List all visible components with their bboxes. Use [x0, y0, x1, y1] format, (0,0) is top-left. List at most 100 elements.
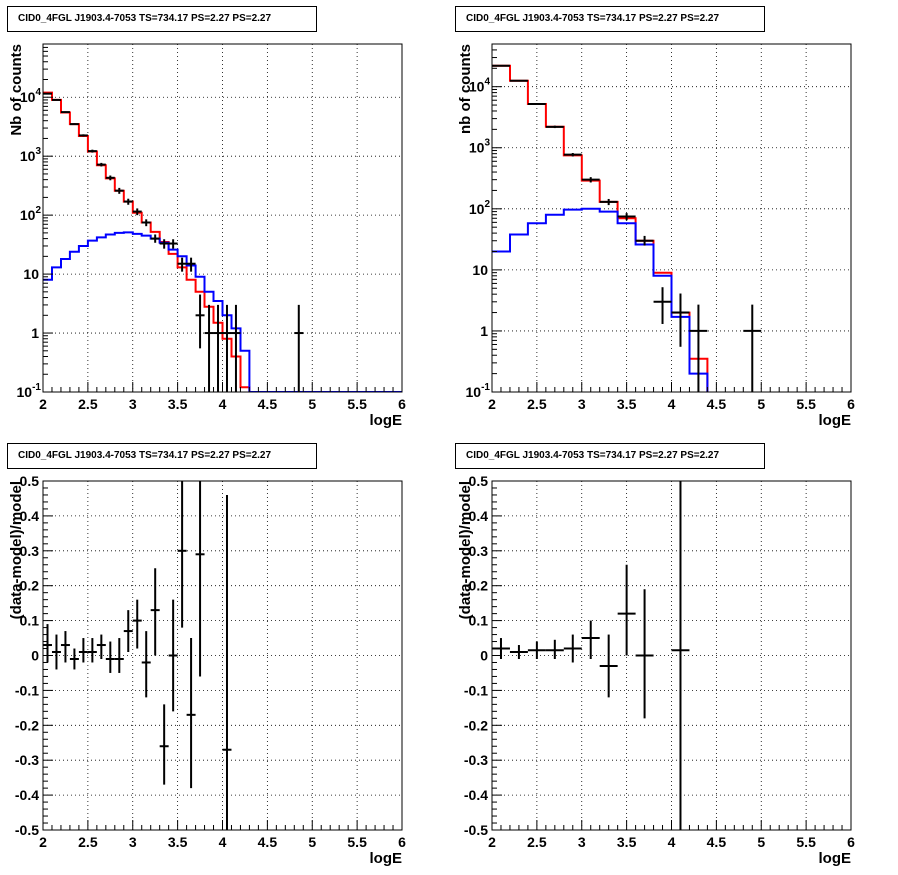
x-tick-label: 2 [488, 834, 496, 850]
y-tick-label: -0.5 [464, 822, 488, 838]
histogram-series-1 [492, 64, 709, 392]
x-tick-label: 4 [668, 834, 676, 850]
y-tick-label: 104 [469, 77, 491, 95]
data-point [87, 638, 97, 663]
y-tick-label: 0 [31, 648, 39, 664]
x-axis-title: logE [370, 412, 403, 429]
data-point [545, 125, 564, 129]
x-tick-label: 2.5 [527, 834, 547, 850]
data-point [581, 620, 600, 659]
x-tick-label: 3 [578, 834, 586, 850]
title-box-3: CID0_4FGL J1903.4-7053 TS=734.17 PS=2.27… [7, 443, 317, 469]
data-point [671, 293, 690, 347]
x-tick-label: 5 [757, 834, 765, 850]
x-ticks [42, 820, 403, 830]
data-point [231, 304, 241, 392]
y-tick-label: -0.1 [464, 682, 488, 698]
data-point [635, 589, 654, 719]
x-tick-label: 4.5 [258, 396, 278, 412]
x-tick-label: 4 [668, 396, 676, 412]
data-point [60, 631, 70, 663]
x-axis-title: logE [819, 412, 852, 429]
x-tick-label: 2.5 [527, 396, 547, 412]
x-tick-label: 4.5 [258, 834, 278, 850]
x-ticks [491, 820, 852, 830]
data-point [78, 134, 88, 137]
y-tick-label: -0.5 [15, 822, 39, 838]
data-point [105, 175, 115, 181]
y-ticks [43, 480, 53, 831]
data-point [105, 641, 115, 673]
y-tick-label: 0.1 [469, 613, 489, 629]
y-axis-title: (data-model)/model [457, 481, 474, 619]
x-tick-label: 5.5 [796, 834, 816, 850]
y-tick-label: -0.4 [15, 787, 39, 803]
y-tick-label: -0.3 [15, 752, 39, 768]
data-point [141, 219, 151, 227]
data-point [527, 641, 546, 659]
y-tick-label: 0.4 [469, 508, 489, 524]
data-point [114, 187, 124, 194]
x-tick-label: 3.5 [617, 834, 637, 850]
y-tick-label: 0.5 [20, 473, 40, 489]
y-ticks [43, 43, 53, 393]
x-tick-label: 2 [39, 396, 47, 412]
data-point [177, 257, 187, 272]
y-tick-label: -0.4 [464, 787, 488, 803]
x-tick-label: 6 [847, 834, 855, 850]
data-point [132, 599, 142, 649]
data-point [141, 631, 151, 698]
data-point [222, 494, 232, 830]
y-tick-label: 0.3 [20, 543, 40, 559]
data-point [617, 213, 636, 221]
data-point [509, 645, 528, 659]
data-point [168, 239, 178, 249]
y-tick-label: 104 [20, 87, 42, 105]
y-tick-label: 103 [20, 146, 42, 164]
data-point [186, 638, 196, 789]
data-point [545, 639, 564, 659]
y-tick-label: 102 [469, 199, 491, 217]
title-box-2: CID0_4FGL J1903.4-7053 TS=734.17 PS=2.27… [455, 6, 765, 32]
y-tick-label: 1 [31, 325, 39, 341]
x-tick-label: 3 [129, 834, 137, 850]
x-tick-label: 6 [398, 834, 406, 850]
x-tick-label: 3.5 [168, 396, 188, 412]
data-point [60, 111, 70, 114]
y-axis-title: Nb of counts [8, 44, 25, 136]
plot-area [492, 481, 690, 830]
histogram-series-2 [43, 231, 402, 392]
grid [491, 480, 852, 831]
data-point [222, 304, 232, 392]
y-axis-title: nb of counts [457, 44, 474, 134]
data-point [689, 304, 708, 392]
y-tick-label: 10 [472, 262, 488, 278]
y-tick-label: 0.2 [469, 578, 489, 594]
data-point [177, 481, 187, 628]
x-tick-label: 4.5 [707, 834, 727, 850]
data-point [123, 198, 133, 205]
x-tick-label: 5 [757, 396, 765, 412]
plot-area [43, 481, 232, 830]
data-point [527, 103, 546, 106]
x-axis-title: logE [370, 850, 403, 867]
data-point [563, 153, 582, 157]
grid [42, 480, 403, 831]
title-box-4: CID0_4FGL J1903.4-7053 TS=734.17 PS=2.27… [455, 443, 765, 469]
data-point [653, 287, 672, 324]
x-tick-label: 5 [308, 396, 316, 412]
x-tick-label: 4 [219, 834, 227, 850]
y-tick-label: 102 [20, 205, 42, 223]
data-point [132, 208, 142, 216]
y-ticks [492, 480, 502, 831]
y-tick-label: -0.1 [15, 682, 39, 698]
data-point [114, 638, 124, 673]
x-tick-label: 2 [488, 396, 496, 412]
x-tick-label: 3 [578, 396, 586, 412]
y-tick-label: 0.3 [469, 543, 489, 559]
y-tick-label: 0.1 [20, 613, 40, 629]
data-point [96, 162, 106, 167]
x-tick-label: 5 [308, 834, 316, 850]
y-tick-label: 0.4 [20, 508, 40, 524]
